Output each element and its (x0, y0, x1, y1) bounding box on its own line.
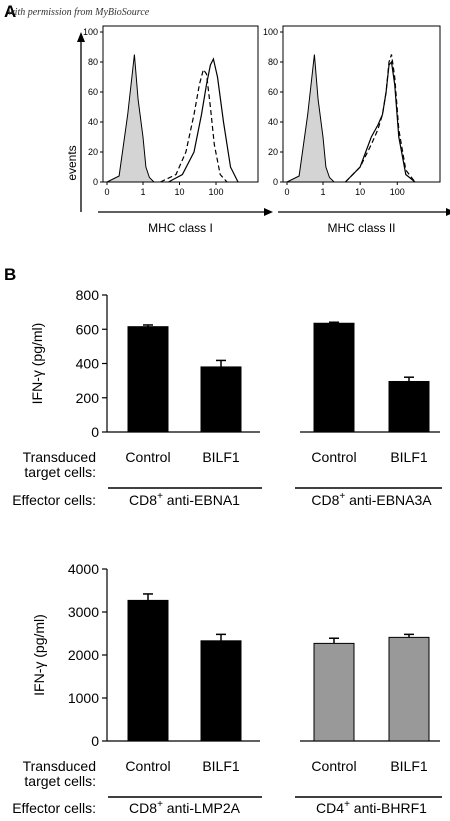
row-label-transduced: Transduced (23, 449, 96, 465)
category-label: BILF1 (390, 758, 428, 774)
x-tick-label: 10 (355, 187, 365, 197)
category-label: Control (311, 758, 356, 774)
y-tick-label: 40 (268, 117, 278, 127)
panel-b-letter: B (4, 265, 16, 284)
y-axis-label: IFN-γ (pg/ml) (31, 614, 47, 696)
y-tick-label: 2000 (68, 647, 99, 663)
bar (200, 640, 242, 742)
bar (313, 642, 355, 742)
watermark-text: with permission from MyBioSource (8, 7, 150, 18)
effector-label: CD8+ anti-EBNA1 (129, 491, 240, 508)
y-tick-label: 20 (88, 147, 98, 157)
y-tick-label: 60 (88, 87, 98, 97)
histogram-dashed-line (160, 68, 228, 183)
row-label-effector: Effector cells: (12, 492, 96, 508)
histogram-isotype-filled (106, 54, 156, 183)
y-tick-label: 100 (83, 27, 98, 37)
x-tick-label: 0 (104, 187, 109, 197)
histogram-solid-line (168, 57, 239, 183)
y-tick-label: 60 (268, 87, 278, 97)
category-label: Control (125, 758, 170, 774)
y-tick-label: 800 (76, 287, 100, 303)
y-tick-label: 40 (88, 117, 98, 127)
y-tick-label: 100 (263, 27, 278, 37)
effector-label: CD4+ anti-BHRF1 (316, 799, 427, 816)
y-tick-label: 4000 (68, 561, 99, 577)
category-label: BILF1 (202, 449, 240, 465)
bar (388, 636, 430, 742)
x-tick-label: 0 (284, 187, 289, 197)
y-tick-label: 20 (268, 147, 278, 157)
y-tick-label: 400 (76, 356, 100, 372)
y-tick-label: 0 (91, 424, 99, 440)
histogram-frame (102, 25, 259, 183)
y-axis-label: events (65, 145, 79, 180)
effector-label: CD8+ anti-LMP2A (129, 799, 241, 816)
x-arrow-head (264, 208, 273, 216)
category-label: Control (311, 449, 356, 465)
row-label-effector: Effector cells: (12, 800, 96, 816)
panel-a-letter: A (4, 2, 16, 21)
x-tick-label: 100 (390, 187, 405, 197)
row-label-transduced: Transduced (23, 758, 96, 774)
x-tick-label: 10 (175, 187, 185, 197)
row-label-transduced: target cells: (24, 773, 96, 789)
category-label: BILF1 (390, 449, 428, 465)
effector-label: CD8+ anti-EBNA3A (311, 491, 432, 508)
y-axis-label: IFN-γ (pg/ml) (29, 323, 45, 405)
x-tick-label: 100 (209, 187, 224, 197)
histogram-isotype-filled (286, 54, 336, 183)
y-arrow-head (77, 32, 85, 42)
y-tick-label: 0 (91, 733, 99, 749)
y-tick-label: 1000 (68, 690, 99, 706)
bar (200, 366, 242, 433)
x-axis-label: MHC class II (327, 221, 395, 235)
y-tick-label: 3000 (68, 604, 99, 620)
x-arrow-head (446, 208, 450, 216)
histogram-dashed-line (344, 54, 416, 183)
bar (313, 322, 355, 433)
bar (388, 380, 430, 433)
y-tick-label: 0 (273, 177, 278, 187)
category-label: BILF1 (202, 758, 240, 774)
y-tick-label: 0 (93, 177, 98, 187)
row-label-transduced: target cells: (24, 464, 96, 480)
y-tick-label: 200 (76, 390, 100, 406)
category-label: Control (125, 449, 170, 465)
histogram-solid-line (344, 60, 416, 183)
x-axis-label: MHC class I (148, 221, 213, 235)
bar (127, 326, 169, 433)
y-tick-label: 80 (268, 57, 278, 67)
x-tick-label: 1 (320, 187, 325, 197)
y-tick-label: 80 (88, 57, 98, 67)
histogram-frame (282, 25, 441, 183)
x-tick-label: 1 (140, 187, 145, 197)
y-tick-label: 600 (76, 321, 100, 337)
bar (127, 599, 169, 742)
